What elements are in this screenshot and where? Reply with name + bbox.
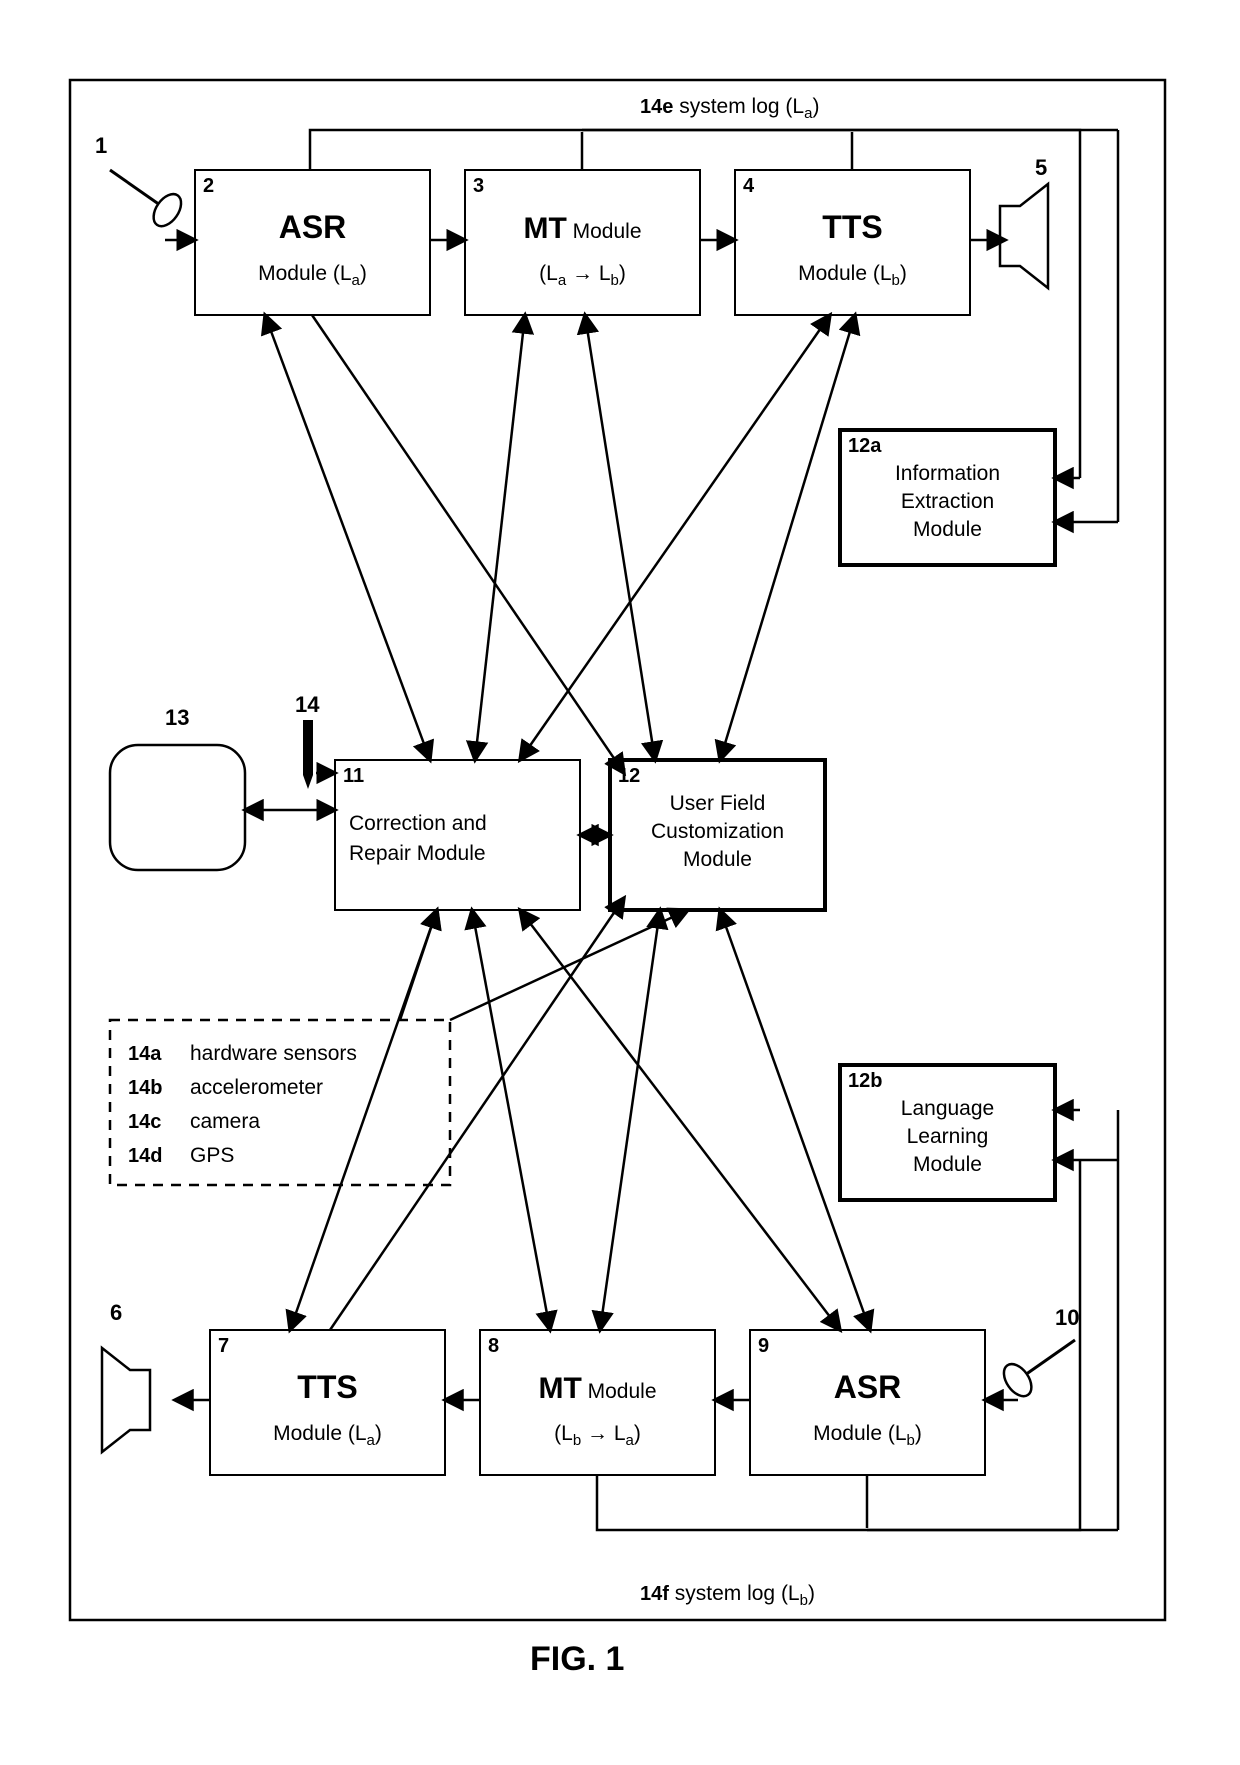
svg-text:9: 9 [758,1335,769,1357]
arrow [600,910,660,1330]
svg-text:Module (Lb): Module (Lb) [798,262,907,289]
pen-icon [303,720,313,789]
module-box: 12b Language Learning Module [840,1065,1055,1200]
arrow [290,910,437,1330]
svg-text:camera: camera [190,1110,260,1133]
svg-text:14c: 14c [128,1111,161,1133]
svg-text:3: 3 [473,175,484,197]
svg-text:4: 4 [743,175,755,197]
module-box: 4 TTS Module (Lb) [735,170,970,315]
speaker-icon [1000,184,1048,288]
figure-caption: FIG. 1 [530,1640,624,1678]
sensors-box: 14a hardware sensors 14b accelerometer 14c ca… [110,1020,450,1185]
svg-text:14b: 14b [128,1077,162,1099]
speaker-icon [102,1348,150,1452]
arrow [330,898,624,1330]
arrow [472,910,550,1330]
svg-text:Repair Module: Repair Module [349,842,486,865]
module-box: 9 ASR Module (Lb) [750,1330,985,1475]
ref-label: 6 [110,1300,122,1325]
svg-text:2: 2 [203,175,214,197]
device-13 [110,745,245,870]
arrow [585,315,655,760]
log-label: 14f system log (Lb) [640,1582,815,1609]
microphone-icon [998,1340,1075,1401]
module-box: 12a Information Extraction Module [840,430,1055,565]
module-box: 11 Correction and Repair Module [335,760,580,910]
svg-text:Customization: Customization [651,820,784,843]
svg-text:ASR: ASR [279,209,347,245]
arrow [520,315,830,760]
svg-text:Learning: Learning [907,1125,989,1148]
svg-text:Module (Lb): Module (Lb) [813,1422,922,1449]
svg-text:User Field: User Field [670,792,766,815]
svg-text:8: 8 [488,1335,499,1357]
svg-text:Correction and: Correction and [349,812,487,835]
ref-label: 13 [165,705,189,730]
svg-text:Module (La): Module (La) [258,262,367,289]
svg-text:TTS: TTS [822,209,882,245]
svg-text:Module (La): Module (La) [273,1422,382,1449]
svg-text:14d: 14d [128,1145,162,1167]
arrow [265,315,430,760]
module-box: 3MT Module(La → Lb) [465,170,700,315]
ref-label: 14 [295,692,320,717]
arrow [312,315,624,773]
svg-text:accelerometer: accelerometer [190,1076,323,1099]
svg-text:Module: Module [913,518,982,541]
svg-text:12a: 12a [848,435,882,457]
module-box: 2 ASR Module (La) [195,170,430,315]
module-box: 7 TTS Module (La) [210,1330,445,1475]
svg-text:Information: Information [895,462,1000,485]
svg-text:Language: Language [901,1097,994,1120]
ref-label: 10 [1055,1305,1079,1330]
svg-text:ASR: ASR [834,1369,902,1405]
svg-text:12b: 12b [848,1070,882,1092]
svg-text:Extraction: Extraction [901,490,994,513]
svg-text:hardware sensors: hardware sensors [190,1042,357,1065]
arrow [520,910,840,1330]
module-box: 8MT Module(Lb → La) [480,1330,715,1475]
svg-text:Module: Module [913,1153,982,1176]
module-box: 12User FieldCustomizationModule [610,760,825,910]
svg-text:Module: Module [683,848,752,871]
svg-text:TTS: TTS [297,1369,357,1405]
arrow [475,315,525,760]
svg-text:11: 11 [343,765,364,787]
microphone-icon [110,170,187,231]
ref-label: 1 [95,133,107,158]
svg-text:7: 7 [218,1335,229,1357]
svg-text:14a: 14a [128,1043,162,1065]
arrow [720,315,855,760]
log-label: 14e system log (La) [640,95,819,122]
ref-label: 5 [1035,155,1047,180]
svg-text:GPS: GPS [190,1144,234,1167]
